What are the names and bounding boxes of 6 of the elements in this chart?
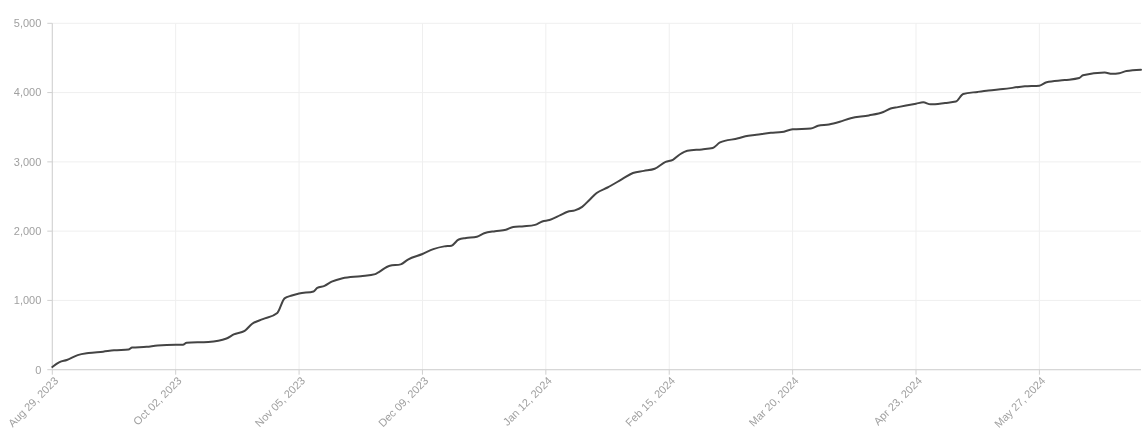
y-tick-label: 1,000 xyxy=(13,294,42,307)
y-tick-label: 3,000 xyxy=(13,155,42,168)
y-tick-label: 4,000 xyxy=(13,86,42,99)
y-tick-label: 2,000 xyxy=(13,224,42,237)
y-tick-label: 0 xyxy=(35,363,42,376)
y-tick-label: 5,000 xyxy=(13,17,42,30)
